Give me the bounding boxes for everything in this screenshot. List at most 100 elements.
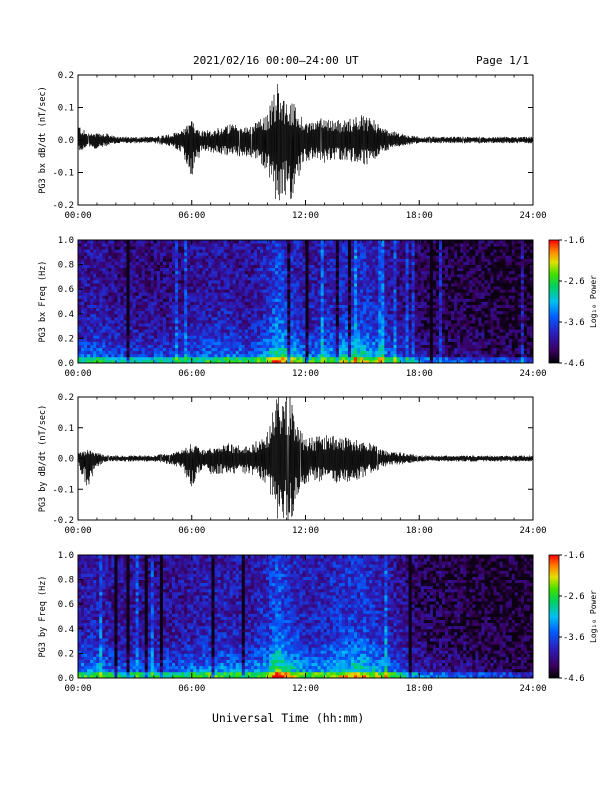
spectrogram-cell (165, 261, 170, 265)
spectrogram-cell (162, 258, 167, 262)
spectrogram-cell (211, 264, 215, 269)
spectrogram-cell (244, 255, 249, 259)
spectrogram-cell (263, 255, 267, 259)
spectrogram-cell (266, 332, 270, 336)
spectrogram-cell (369, 301, 373, 305)
spectrogram-cell (147, 359, 152, 364)
spectrogram-cell (396, 356, 400, 361)
spectrogram-cell (138, 286, 143, 290)
spectrogram-cell (250, 329, 255, 333)
spectrogram-cell (369, 347, 373, 352)
spectrogram-cell (296, 255, 300, 259)
spectrogram-cell (256, 240, 261, 244)
spectrogram-cell (384, 347, 388, 352)
spectrogram-cell (317, 252, 322, 256)
spectrogram-cell (363, 304, 367, 309)
spectrogram-cell (269, 304, 273, 309)
spectrogram-cell (190, 332, 194, 336)
spectrogram-cell (363, 286, 367, 290)
spectrogram-cell (244, 316, 249, 321)
spectrogram-cell (426, 350, 431, 355)
spectrogram-cell (381, 338, 385, 342)
spectrogram-cell (420, 350, 425, 355)
spectrogram-cell (360, 264, 364, 269)
spectrogram-cell (308, 295, 312, 299)
spectrogram-cell (223, 273, 228, 278)
spectrogram-cell (448, 240, 452, 244)
spectrogram-cell (396, 240, 400, 244)
spectrogram-cell (117, 313, 121, 318)
spectrogram-cell (263, 350, 267, 355)
spectrogram-cell (220, 304, 224, 309)
spectrogram-cell (111, 335, 115, 339)
spectrogram-cell (375, 246, 379, 250)
spectrogram-cell (387, 310, 391, 315)
spectrogram-cell (363, 289, 367, 293)
spectrogram-cell (138, 338, 143, 342)
spectrogram-cell (181, 344, 185, 349)
spectrogram-cell (159, 307, 164, 312)
spectrogram-cell (220, 335, 224, 339)
spectrogram-cell (208, 356, 212, 361)
spectrogram-cell (411, 319, 416, 324)
spectrogram-cell (117, 246, 121, 250)
spectrogram-cell (399, 246, 403, 250)
spectrogram-cell (205, 273, 209, 278)
spectrogram-cell (423, 344, 428, 349)
spectrogram-cell (341, 307, 346, 312)
spectrogram-cell (126, 246, 130, 250)
spectrogram-cell (196, 289, 200, 293)
spectrogram-cell (305, 344, 309, 349)
spectrogram-cell (429, 350, 434, 355)
spectrogram-cell (138, 347, 143, 352)
spectrogram-cell (302, 243, 306, 247)
spectrogram-cell (347, 307, 352, 312)
spectrogram-cell (220, 310, 224, 315)
spectrogram-cell (299, 359, 303, 364)
spectrogram-cell (175, 283, 179, 287)
spectrogram-cell (165, 298, 170, 302)
spectrogram-cell (102, 261, 106, 265)
spectrogram-cell (175, 298, 179, 302)
spectrogram-cell (405, 276, 410, 281)
spectrogram-cell (369, 295, 373, 299)
spectrogram-cell (387, 329, 391, 333)
spectrogram-cell (247, 359, 252, 364)
spectrogram-cell (278, 279, 282, 284)
spectrogram-cell (354, 323, 358, 327)
spectrogram-cell (244, 243, 249, 247)
spectrogram-cell (99, 264, 103, 269)
spectrogram-cell (235, 240, 240, 244)
spectrogram-cell (341, 298, 346, 302)
spectrogram-cell (375, 243, 379, 247)
spectrogram-cell (435, 313, 440, 318)
spectrogram-cell (305, 279, 309, 284)
spectrogram-cell (90, 255, 94, 259)
spectrogram-cell (126, 240, 130, 244)
spectrogram-cell (296, 344, 300, 349)
spectrogram-cell (211, 347, 215, 352)
spectrogram-cell (275, 356, 279, 361)
spectrogram-cell (108, 356, 112, 361)
spectrogram-cell (384, 335, 388, 339)
spectrogram-cell (438, 304, 443, 309)
spectrogram-cell (266, 283, 270, 287)
spectrogram-cell (247, 261, 252, 265)
spectrogram-cell (448, 270, 452, 275)
spectrogram-cell (232, 301, 237, 305)
spectrogram-cell (363, 307, 367, 312)
spectrogram-cell (360, 326, 364, 330)
spectrogram-cell (272, 323, 276, 327)
spectrogram-cell (87, 270, 91, 275)
spectrogram-cell (193, 350, 197, 355)
spectrogram-cell (445, 356, 449, 361)
spectrogram-cell (87, 267, 91, 272)
spectrogram-cell (314, 270, 319, 275)
spectrogram-cell (351, 267, 355, 272)
spectrogram-cell (387, 249, 391, 253)
spectrogram-cell (417, 258, 422, 262)
spectrogram-cell (381, 310, 385, 315)
spectrogram-cell (108, 304, 112, 309)
spectrogram-cell (105, 276, 109, 281)
spectrogram-cell (426, 295, 431, 299)
